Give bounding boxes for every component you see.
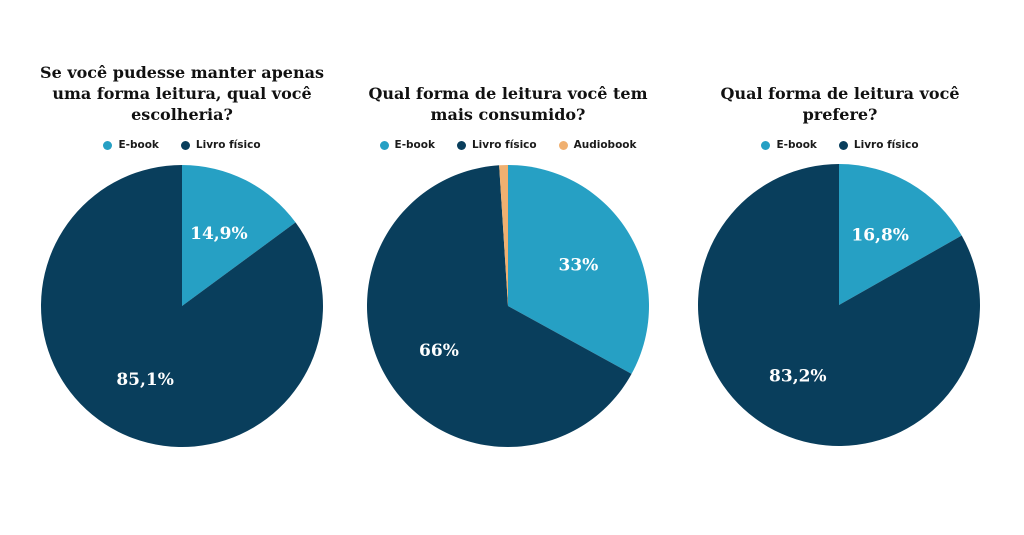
legend-item-livro: Livro físico	[456, 139, 537, 151]
chart-title-line: Se você pudesse manter apenas	[40, 63, 324, 82]
pie-slice-livro-f-sico	[41, 165, 324, 447]
chart-panel-3: Qual forma de leitura você prefere? E-bo…	[680, 0, 1000, 535]
slice-value-label: 14,9%	[190, 224, 248, 244]
legend-label: Livro físico	[853, 139, 919, 151]
chart-title: Se você pudesse manter apenas uma forma …	[22, 62, 342, 125]
legend-dot	[180, 140, 190, 150]
chart-title-line: Qual forma de leitura você tem	[368, 84, 648, 103]
chart-title: Qual forma de leitura você tem mais cons…	[348, 83, 668, 125]
chart-legend: E-book Livro físico Audiobook	[348, 139, 668, 151]
pie-slice-audiobook	[499, 165, 508, 306]
legend-label: E-book	[776, 139, 817, 151]
pie-chart: 33% 66%	[366, 165, 649, 447]
pie-slice-livro-f-sico	[366, 165, 632, 447]
slice-value-label: 66%	[419, 341, 459, 361]
legend-label: Livro físico	[471, 139, 537, 151]
slice-value-label: 83,2%	[769, 367, 827, 387]
pie-chart: 16,8% 83,2%	[698, 164, 980, 446]
legend-label: E-book	[118, 139, 159, 151]
chart-legend: E-book Livro físico	[680, 139, 1000, 151]
legend-item-ebook: E-book	[379, 139, 435, 151]
legend-dot	[103, 140, 113, 150]
chart-legend: E-book Livro físico	[22, 139, 342, 151]
legend-item-livro: Livro físico	[180, 139, 261, 151]
chart-title-line: escolheria?	[131, 105, 233, 124]
slice-value-label: 85,1%	[116, 370, 174, 390]
legend-item-ebook: E-book	[761, 139, 817, 151]
legend-item-audiobook: Audiobook	[558, 139, 637, 151]
chart-title-line: Qual forma de leitura você	[720, 84, 960, 103]
slice-value-label: 16,8%	[851, 225, 909, 245]
legend-dot	[379, 140, 389, 150]
chart-panel-1: Se você pudesse manter apenas uma forma …	[22, 0, 342, 535]
legend-label: Livro físico	[195, 139, 261, 151]
pie-slice-livro-f-sico	[698, 164, 980, 446]
pie-slice-e-book	[839, 164, 962, 305]
legend-dot	[456, 140, 466, 150]
legend-label: Audiobook	[573, 139, 637, 151]
legend-dot	[838, 140, 848, 150]
chart-title: Qual forma de leitura você prefere?	[680, 83, 1000, 125]
pie-chart: 14,9% 85,1%	[41, 165, 324, 447]
legend-dot	[558, 140, 568, 150]
legend-item-ebook: E-book	[103, 139, 159, 151]
chart-panel-2: Qual forma de leitura você tem mais cons…	[348, 0, 668, 535]
chart-title-line: uma forma leitura, qual você	[52, 84, 312, 103]
pie-slice-e-book	[182, 165, 296, 306]
legend-dot	[761, 140, 771, 150]
chart-title-line: mais consumido?	[430, 105, 586, 124]
chart-title-line: prefere?	[802, 105, 878, 124]
slice-value-label: 33%	[558, 255, 598, 275]
legend-item-livro: Livro físico	[838, 139, 919, 151]
legend-label: E-book	[394, 139, 435, 151]
pie-slice-e-book	[508, 165, 649, 374]
